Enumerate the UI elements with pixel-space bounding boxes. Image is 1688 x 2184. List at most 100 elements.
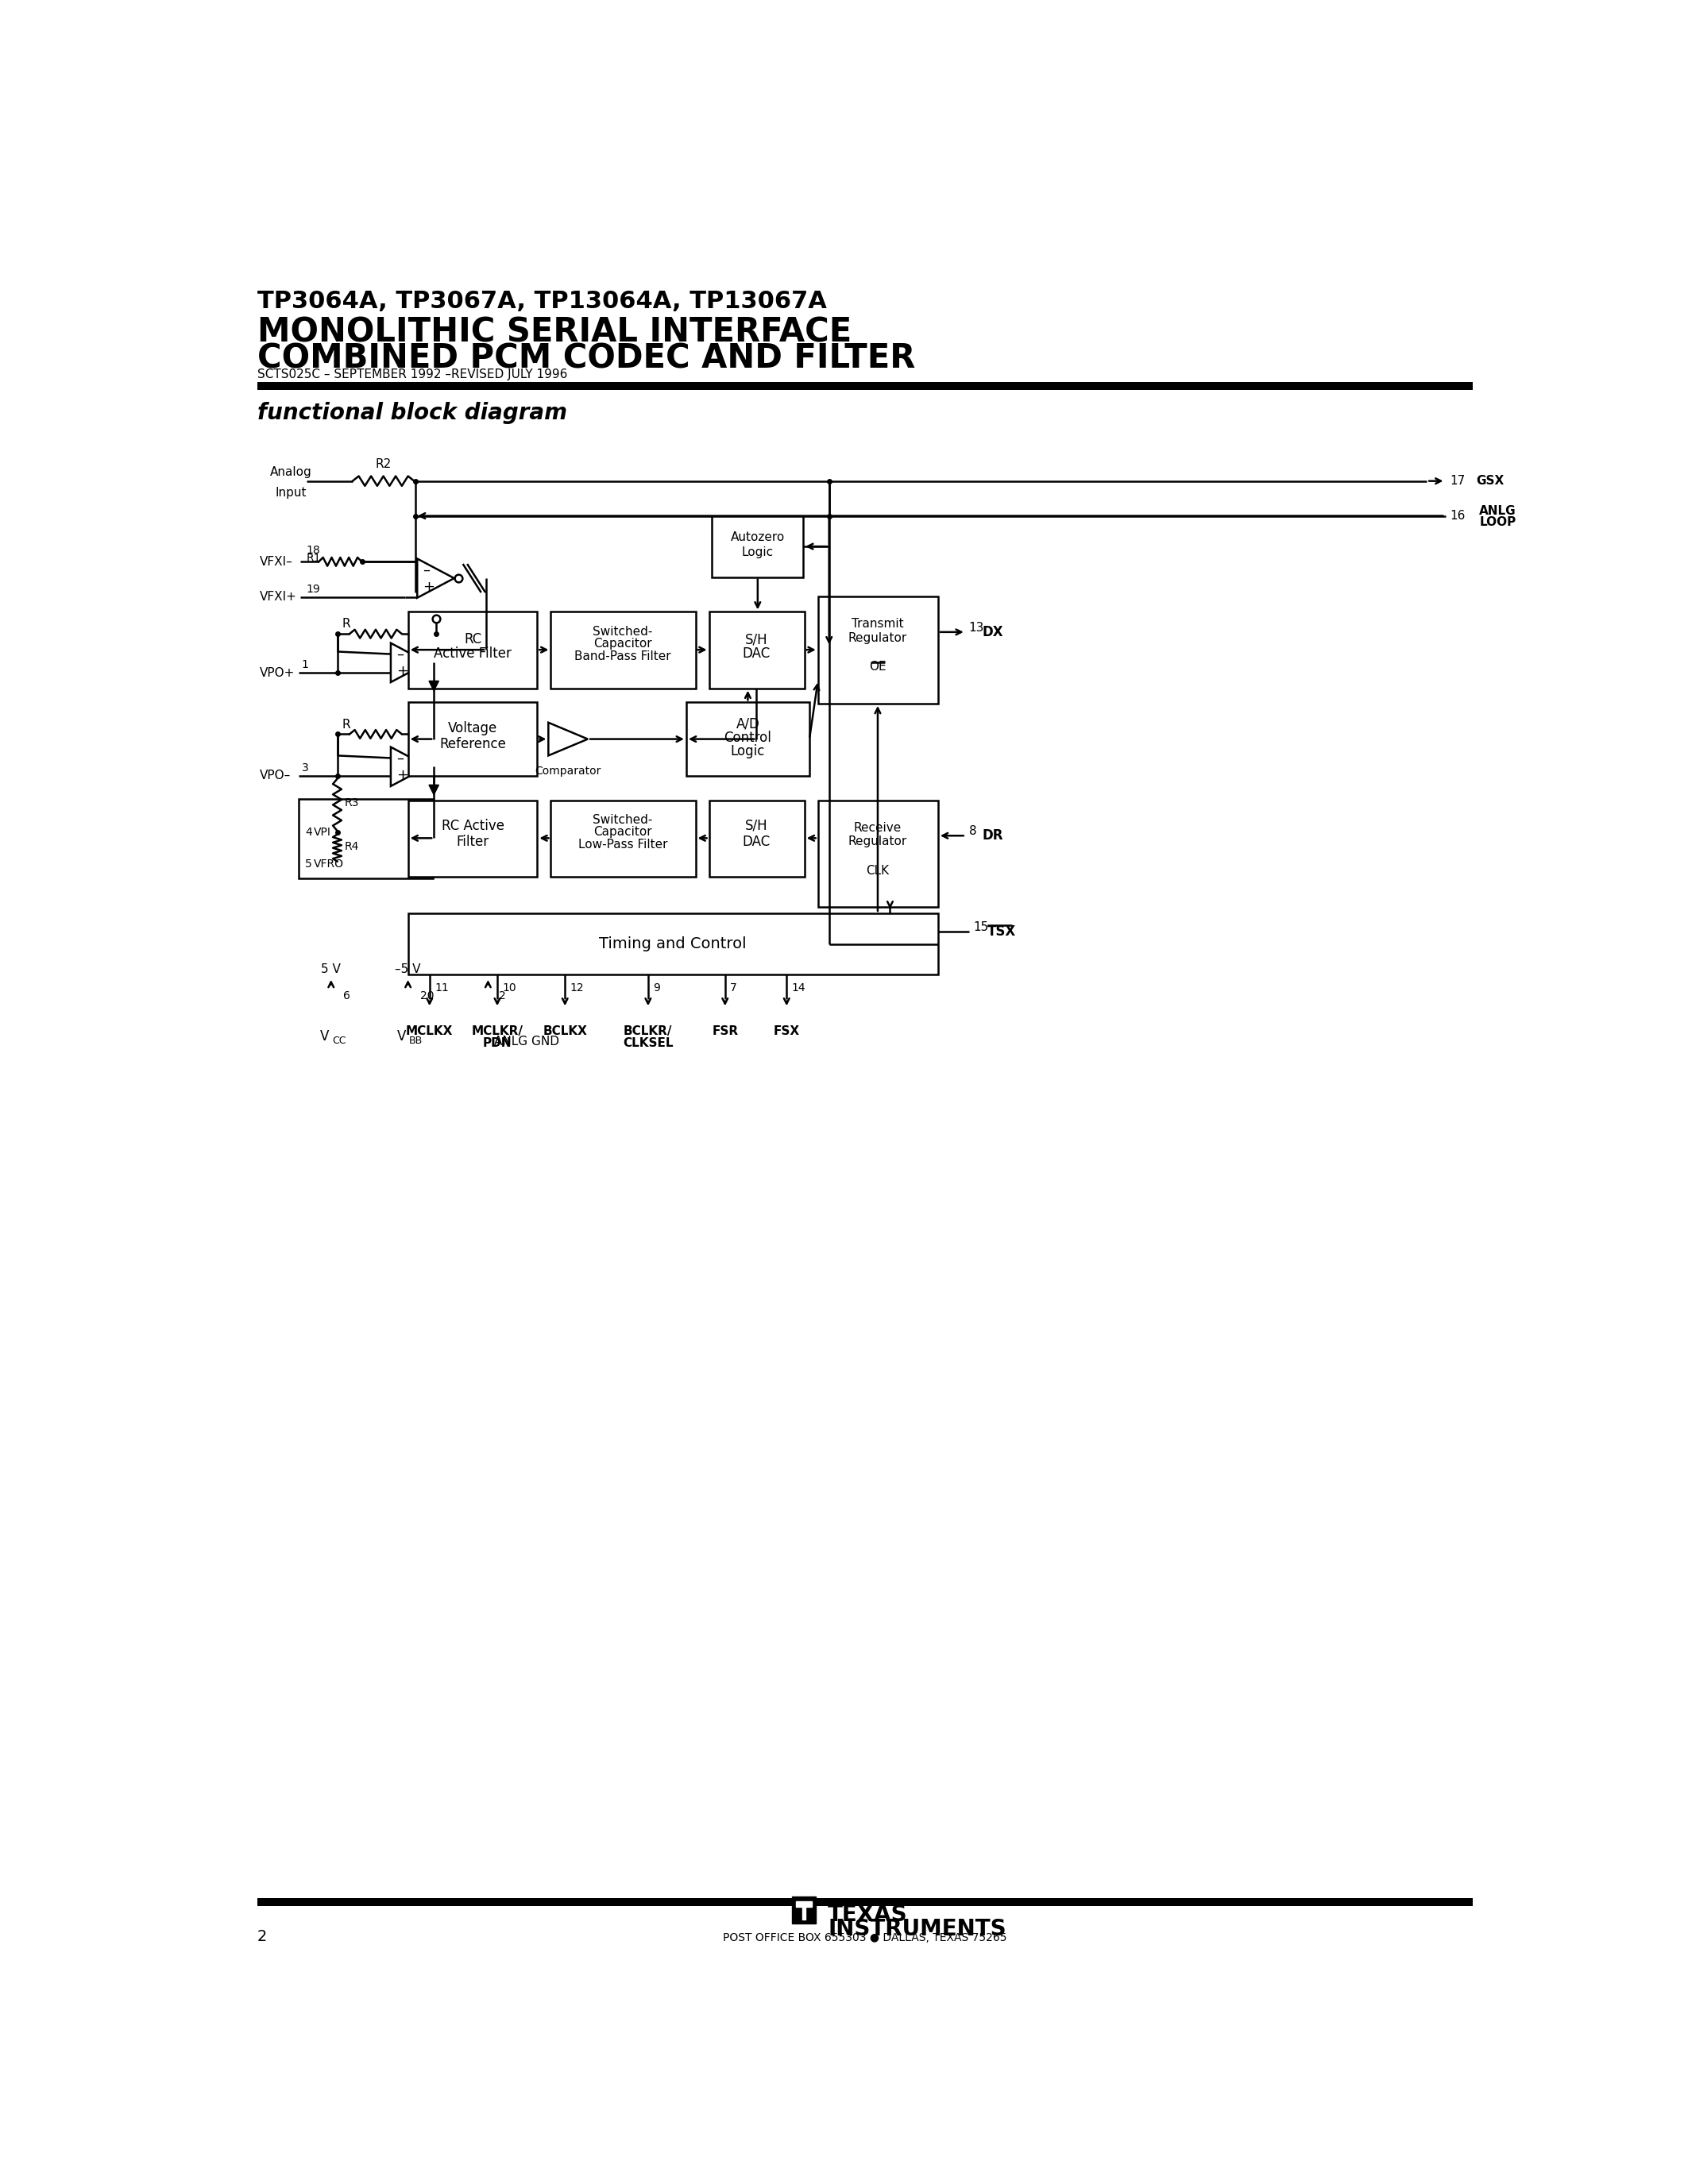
Text: +: + (397, 664, 408, 679)
Text: Logic: Logic (731, 745, 765, 758)
Text: –: – (397, 751, 403, 764)
Bar (687, 703, 809, 775)
Text: Switched-: Switched- (592, 625, 653, 638)
Polygon shape (429, 681, 439, 690)
Text: R: R (343, 618, 351, 629)
Text: Timing and Control: Timing and Control (599, 937, 746, 952)
Text: Switched-: Switched- (592, 815, 653, 826)
Text: ANLG GND: ANLG GND (495, 1035, 559, 1048)
Text: –: – (422, 563, 430, 577)
Text: 16: 16 (1450, 509, 1465, 522)
Bar (257, 1898, 1474, 1907)
Text: MCLKX: MCLKX (407, 1024, 452, 1037)
Text: R4: R4 (344, 841, 360, 852)
Text: VPO+: VPO+ (260, 666, 295, 679)
Text: COMBINED PCM CODEC AND FILTER: COMBINED PCM CODEC AND FILTER (257, 341, 915, 376)
Text: 5 V: 5 V (321, 963, 341, 976)
Bar (819, 596, 939, 703)
Polygon shape (429, 784, 439, 795)
Text: Band-Pass Filter: Band-Pass Filter (574, 651, 672, 662)
Text: 2: 2 (257, 1928, 267, 1944)
Text: LOOP: LOOP (1479, 515, 1516, 529)
Text: VPO–: VPO– (260, 769, 290, 782)
Text: VFXI–: VFXI– (260, 555, 292, 568)
Bar (408, 703, 537, 775)
Text: BCLKX: BCLKX (544, 1024, 587, 1037)
Text: 11: 11 (434, 983, 449, 994)
Text: 9: 9 (653, 983, 660, 994)
Text: 13: 13 (969, 622, 984, 633)
Bar (712, 515, 803, 577)
Text: Reference: Reference (439, 736, 506, 751)
Text: 12: 12 (571, 983, 584, 994)
Text: Capacitor: Capacitor (594, 826, 652, 839)
Text: VFRO: VFRO (314, 858, 344, 869)
Text: R2: R2 (375, 459, 392, 470)
Text: R1: R1 (307, 553, 321, 563)
Text: 8: 8 (969, 826, 976, 836)
Bar (819, 799, 939, 906)
Bar (408, 913, 939, 974)
Text: A/D: A/D (736, 716, 760, 732)
Text: –: – (397, 646, 403, 662)
Text: Active Filter: Active Filter (434, 646, 511, 660)
Text: V: V (321, 1029, 329, 1044)
Text: Comparator: Comparator (535, 764, 601, 778)
Text: DAC: DAC (743, 646, 770, 660)
Text: Analog: Analog (270, 465, 312, 478)
Text: FSX: FSX (773, 1024, 800, 1037)
Text: 4: 4 (306, 828, 312, 839)
Text: OE: OE (869, 662, 886, 673)
Text: 15: 15 (974, 922, 989, 933)
Text: VFXI+: VFXI+ (260, 592, 297, 603)
Text: Voltage: Voltage (447, 721, 498, 736)
Text: 14: 14 (792, 983, 805, 994)
Text: Autozero: Autozero (731, 531, 785, 544)
Text: 5: 5 (306, 858, 312, 869)
Text: Transmit: Transmit (852, 618, 903, 629)
Polygon shape (795, 1900, 812, 1920)
Text: SCTS025C – SEPTEMBER 1992 –REVISED JULY 1996: SCTS025C – SEPTEMBER 1992 –REVISED JULY … (257, 369, 567, 380)
Bar (408, 612, 537, 688)
Text: INSTRUMENTS: INSTRUMENTS (827, 1918, 1006, 1939)
Text: CLKSEL: CLKSEL (623, 1037, 674, 1048)
Text: Low-Pass Filter: Low-Pass Filter (579, 839, 667, 852)
Text: Filter: Filter (456, 834, 490, 850)
Bar (550, 799, 695, 876)
Text: BB: BB (408, 1035, 424, 1046)
Text: RC: RC (464, 631, 481, 646)
Text: Input: Input (275, 487, 307, 498)
Text: 6: 6 (343, 989, 351, 1002)
Text: 19: 19 (307, 583, 321, 594)
Text: RC Active: RC Active (441, 819, 505, 832)
Text: 17: 17 (1450, 476, 1465, 487)
Text: functional block diagram: functional block diagram (257, 402, 567, 424)
Text: Regulator: Regulator (849, 631, 906, 644)
Text: POST OFFICE BOX 655303 ● DALLAS, TEXAS 75265: POST OFFICE BOX 655303 ● DALLAS, TEXAS 7… (722, 1933, 1006, 1944)
Text: CLK: CLK (866, 865, 890, 876)
Text: TP3064A, TP3067A, TP13064A, TP13067A: TP3064A, TP3067A, TP13064A, TP13067A (257, 290, 827, 312)
Text: Control: Control (724, 732, 771, 745)
Text: CC: CC (333, 1035, 346, 1046)
Text: S/H: S/H (744, 631, 768, 646)
Text: 2: 2 (500, 989, 506, 1002)
Text: 18: 18 (307, 546, 321, 557)
Text: R3: R3 (344, 797, 360, 808)
Bar (408, 799, 537, 876)
Text: DX: DX (982, 625, 1004, 640)
Text: BCLKR/: BCLKR/ (623, 1024, 672, 1037)
Bar (299, 799, 432, 878)
Text: R: R (343, 719, 351, 729)
Text: MONOLITHIC SERIAL INTERFACE: MONOLITHIC SERIAL INTERFACE (257, 317, 851, 349)
Text: MCLKR/: MCLKR/ (471, 1024, 523, 1037)
Text: S/H: S/H (744, 819, 768, 832)
Polygon shape (792, 1896, 815, 1924)
Text: TEXAS: TEXAS (827, 1902, 908, 1926)
Text: 10: 10 (503, 983, 517, 994)
Text: DAC: DAC (743, 834, 770, 850)
Bar (709, 612, 805, 688)
Text: FSR: FSR (712, 1024, 738, 1037)
Text: V: V (397, 1029, 407, 1044)
Text: +: + (397, 769, 408, 782)
Text: –5 V: –5 V (395, 963, 420, 976)
